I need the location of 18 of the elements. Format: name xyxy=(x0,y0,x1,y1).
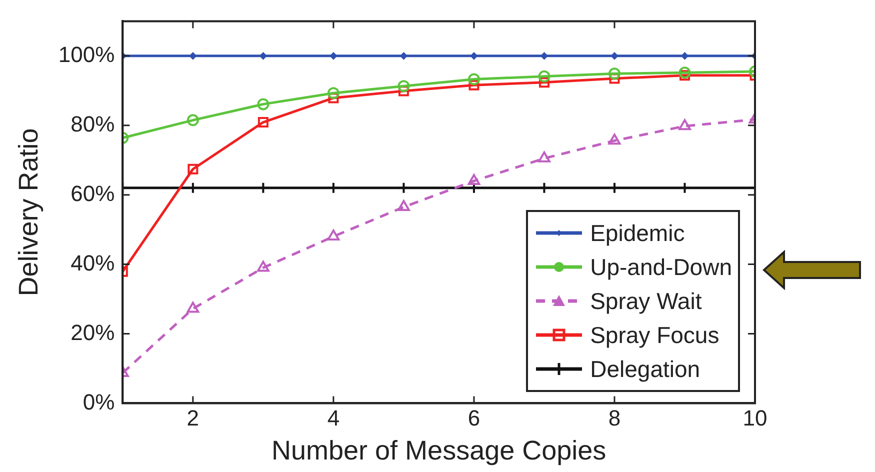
y-axis-title: Delivery Ratio xyxy=(14,128,44,296)
y-tick-label: 20% xyxy=(70,320,115,345)
x-tick-label: 6 xyxy=(468,405,480,430)
legend-label: Spray Focus xyxy=(590,322,720,348)
y-tick-label: 80% xyxy=(70,111,115,136)
legend-label: Epidemic xyxy=(590,220,685,246)
y-tick-label: 60% xyxy=(70,180,115,206)
x-axis-title: Number of Message Copies xyxy=(272,435,606,466)
legend-label: Delegation xyxy=(590,356,700,382)
legend-label: Spray Wait xyxy=(590,288,702,314)
y-tick-label: 40% xyxy=(70,250,115,276)
x-tick-label: 2 xyxy=(186,405,200,430)
legend-label: Up-and-Down xyxy=(590,254,732,280)
y-tick-label: 100% xyxy=(58,42,115,67)
x-tick-label: 10 xyxy=(742,405,768,430)
y-tick-label: 0% xyxy=(82,389,115,414)
x-tick-label: 8 xyxy=(608,405,621,430)
x-tick-label: 4 xyxy=(327,405,340,430)
